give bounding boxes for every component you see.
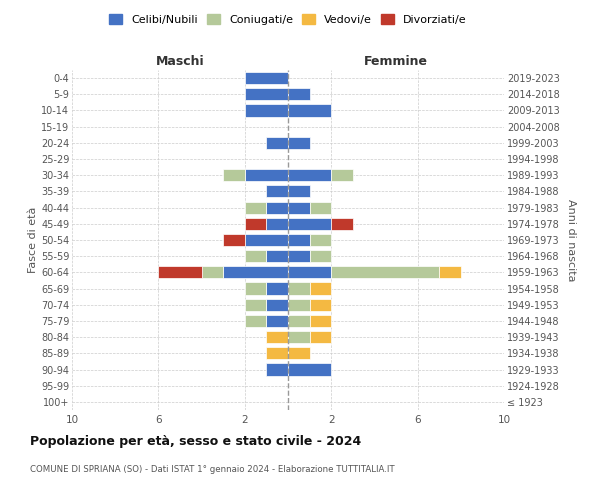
Bar: [288, 298, 310, 311]
Bar: [266, 298, 288, 311]
Bar: [245, 250, 266, 262]
Bar: [266, 250, 288, 262]
Bar: [331, 169, 353, 181]
Bar: [288, 250, 310, 262]
Bar: [288, 137, 310, 149]
Bar: [288, 315, 310, 327]
Bar: [266, 364, 288, 376]
Bar: [266, 331, 288, 343]
Y-axis label: Anni di nascita: Anni di nascita: [566, 198, 577, 281]
Bar: [245, 202, 266, 213]
Bar: [288, 218, 331, 230]
Bar: [288, 202, 310, 213]
Bar: [245, 72, 288, 84]
Bar: [288, 186, 310, 198]
Y-axis label: Fasce di età: Fasce di età: [28, 207, 38, 273]
Bar: [223, 234, 245, 246]
Text: COMUNE DI SPRIANA (SO) - Dati ISTAT 1° gennaio 2024 - Elaborazione TUTTITALIA.IT: COMUNE DI SPRIANA (SO) - Dati ISTAT 1° g…: [30, 465, 395, 474]
Bar: [223, 169, 245, 181]
Text: Femmine: Femmine: [364, 56, 428, 68]
Bar: [158, 266, 202, 278]
Bar: [331, 266, 439, 278]
Text: Maschi: Maschi: [155, 56, 205, 68]
Bar: [223, 266, 288, 278]
Bar: [245, 104, 288, 117]
Bar: [245, 315, 266, 327]
Bar: [310, 315, 331, 327]
Bar: [245, 169, 288, 181]
Bar: [266, 348, 288, 360]
Legend: Celibi/Nubili, Coniugati/e, Vedovi/e, Divorziati/e: Celibi/Nubili, Coniugati/e, Vedovi/e, Di…: [109, 14, 467, 25]
Bar: [266, 186, 288, 198]
Bar: [266, 315, 288, 327]
Bar: [288, 348, 310, 360]
Bar: [310, 202, 331, 213]
Bar: [245, 88, 288, 101]
Bar: [266, 282, 288, 294]
Bar: [288, 266, 331, 278]
Bar: [288, 364, 331, 376]
Bar: [310, 282, 331, 294]
Bar: [310, 250, 331, 262]
Bar: [266, 202, 288, 213]
Bar: [310, 298, 331, 311]
Bar: [245, 234, 288, 246]
Bar: [439, 266, 461, 278]
Bar: [266, 218, 288, 230]
Bar: [310, 234, 331, 246]
Bar: [288, 234, 310, 246]
Bar: [310, 331, 331, 343]
Bar: [288, 331, 310, 343]
Bar: [288, 104, 331, 117]
Bar: [288, 169, 331, 181]
Bar: [245, 282, 266, 294]
Bar: [266, 137, 288, 149]
Bar: [331, 218, 353, 230]
Bar: [245, 298, 266, 311]
Bar: [245, 218, 266, 230]
Bar: [288, 88, 310, 101]
Text: Popolazione per età, sesso e stato civile - 2024: Popolazione per età, sesso e stato civil…: [30, 435, 361, 448]
Bar: [202, 266, 223, 278]
Bar: [288, 282, 310, 294]
